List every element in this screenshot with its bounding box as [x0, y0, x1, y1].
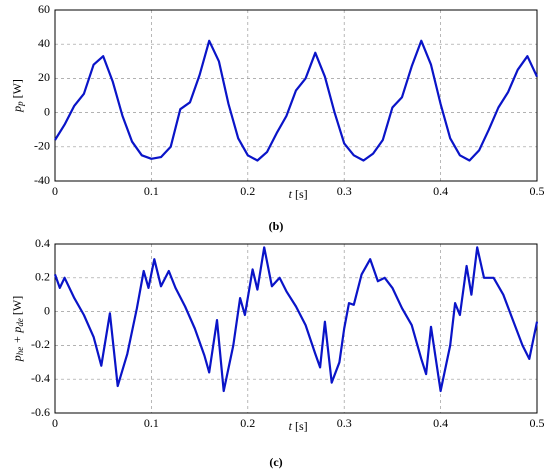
y-tick-label: -0.2: [31, 337, 50, 351]
y-label-text: p: [10, 355, 24, 362]
y-label-text: [W]: [10, 296, 24, 318]
y-tick-label: 60: [38, 2, 50, 16]
x-tick-label: 0.4: [433, 184, 448, 198]
chart: -0.6 -0.4 -0.2 0 0.2 0.4 0 0.1 0.2 0.3 0.4 0.5 t [s] p…: [10, 236, 545, 469]
x-tick-label: 0.3: [337, 184, 352, 198]
x-tick-label: 0.4: [433, 416, 448, 430]
chart: -40 -20 0 20 40 60 0 0.1 0.2 0.3 0.4 0.5 t [s] pp [W] (…: [10, 2, 545, 233]
y-label-text: p: [10, 106, 24, 113]
x-tick-label: 0.3: [337, 416, 352, 430]
y-tick-label: 40: [38, 36, 50, 50]
y-label-subscript: de: [15, 318, 25, 327]
caption: (b): [269, 219, 284, 233]
plot-frame: [54, 243, 538, 414]
x-tick-label: 0.5: [530, 184, 545, 198]
y-tick-label: -40: [34, 173, 50, 187]
y-tick-label: -0.4: [31, 371, 50, 385]
y-tick-label: 0: [44, 303, 50, 317]
x-tick-label: 0: [52, 416, 58, 430]
y-tick-label: 20: [38, 70, 50, 84]
x-tick-label: 0.1: [144, 184, 159, 198]
x-axis-unit: [s]: [295, 187, 308, 201]
x-axis-var: t: [289, 419, 293, 433]
y-label-subscript: p: [15, 101, 25, 107]
x-tick-label: 0.1: [144, 416, 159, 430]
y-axis-label: phe + pde [W]: [10, 296, 25, 362]
x-tick-label: 0.2: [240, 184, 255, 198]
y-tick-label: -20: [34, 139, 50, 153]
data-line: [53, 246, 539, 393]
y-tick-label: -0.6: [31, 405, 50, 419]
plot-frame: [54, 9, 538, 182]
y-tick-label: 0.2: [35, 270, 50, 284]
x-axis-unit: [s]: [295, 419, 308, 433]
data-line: [54, 39, 538, 162]
y-tick-label: 0: [44, 104, 50, 118]
x-tick-label: 0.5: [530, 416, 545, 430]
y-label-text: [W]: [10, 79, 24, 101]
caption: (c): [269, 455, 282, 469]
y-label-subscript: he: [15, 347, 25, 356]
y-tick-label: 0.4: [35, 236, 50, 250]
y-axis-label: pp [W]: [10, 79, 25, 113]
x-tick-label: 0: [52, 184, 58, 198]
x-tick-label: 0.2: [240, 416, 255, 430]
y-label-text: + p: [10, 327, 24, 347]
x-axis-var: t: [289, 187, 293, 201]
